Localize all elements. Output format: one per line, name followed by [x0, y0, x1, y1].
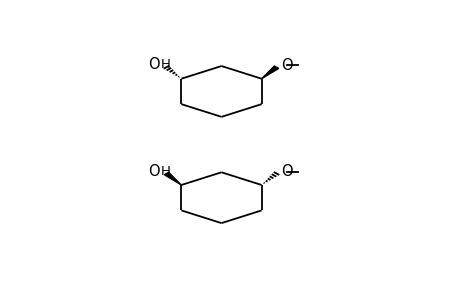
Polygon shape: [261, 66, 278, 79]
Text: O: O: [280, 58, 292, 73]
Text: O: O: [148, 164, 160, 179]
Polygon shape: [164, 172, 181, 185]
Text: O: O: [148, 57, 160, 72]
Text: H: H: [160, 58, 170, 71]
Text: H: H: [160, 165, 170, 178]
Text: O: O: [280, 164, 292, 179]
